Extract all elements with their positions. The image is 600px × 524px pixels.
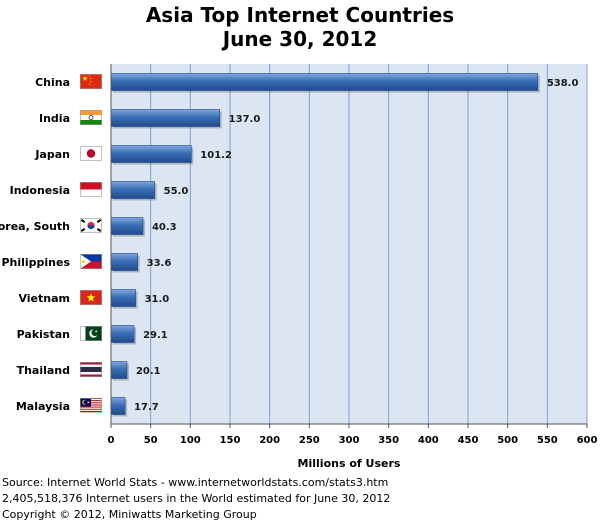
bar [110,289,138,309]
x-axis-title: Millions of Users [298,457,401,470]
flag-korea-south-icon [80,218,102,233]
data-label: 538.0 [547,78,579,89]
bar [110,109,222,129]
bar [110,397,128,417]
category-labels: China India Japan Indonesia Korea, South Phil… [0,76,70,413]
grid-lines [150,64,588,424]
x-tick-label: 100 [180,435,201,446]
flags [80,74,102,414]
flag-pakistan-icon [80,326,102,341]
chart-subtitle: June 30, 2012 [221,27,378,51]
bar [110,325,137,345]
category-label: China [35,76,70,89]
bar [110,181,157,201]
flag-thailand-icon [80,362,102,377]
category-label: Indonesia [10,184,70,197]
x-tick-label: 500 [497,435,518,446]
x-tick-label: 0 [108,435,115,446]
flag-india-icon [80,110,102,125]
category-label: India [39,112,70,125]
x-tick-label: 250 [299,435,320,446]
data-label: 33.6 [147,258,172,269]
bar [110,73,540,93]
flag-philippines-icon [80,254,102,269]
flag-japan-icon [80,146,102,161]
flag-malaysia-icon [80,398,102,414]
footer-copyright: Copyright © 2012, Miniwatts Marketing Gr… [2,508,257,521]
x-tick-label: 450 [458,435,479,446]
data-label: 20.1 [136,366,161,377]
category-label: Pakistan [17,328,70,341]
x-tick-label: 550 [537,435,558,446]
data-label: 31.0 [145,294,170,305]
category-label: Philippines [1,256,70,269]
flag-vietnam-icon [80,290,102,305]
bar [110,253,140,273]
x-tick-label: 50 [144,435,158,446]
data-label: 137.0 [229,114,261,125]
x-tick-label: 300 [339,435,360,446]
flag-indonesia-icon [80,182,102,197]
bar [110,361,129,381]
bar [110,217,145,237]
category-label: Korea, South [0,220,70,233]
data-label: 55.0 [164,186,189,197]
data-label: 40.3 [152,222,177,233]
chart-title: Asia Top Internet Countries [146,3,454,27]
x-tick-label: 600 [577,435,598,446]
footer-estimate: 2,405,518,376 Internet users in the Worl… [2,492,391,505]
x-axis-ticks: 0 50 100 150 200 250 300 350 400 450 500 550 600 [108,424,598,446]
x-tick-label: 400 [418,435,439,446]
category-label: Thailand [17,364,70,377]
x-tick-label: 350 [378,435,399,446]
footer-source: Source: Internet World Stats - www.inter… [2,476,389,489]
data-label: 101.2 [200,150,232,161]
bars [110,73,540,417]
category-label: Vietnam [18,292,70,305]
category-label: Malaysia [16,400,70,413]
bar [110,145,194,165]
category-label: Japan [34,148,70,161]
x-tick-label: 200 [259,435,280,446]
data-labels: 538.0 137.0 101.2 55.0 40.3 33.6 31.0 29.1 20.1 1… [134,78,578,413]
data-label: 17.7 [134,402,159,413]
x-tick-label: 150 [220,435,241,446]
data-label: 29.1 [143,330,168,341]
flag-china-icon [80,74,102,89]
